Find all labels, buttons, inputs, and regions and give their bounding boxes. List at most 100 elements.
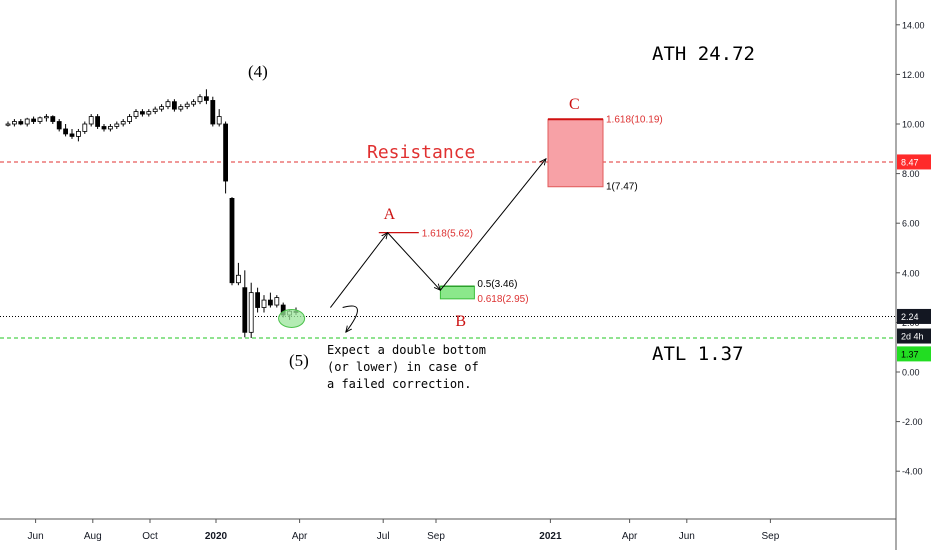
- candle-body: [242, 287, 248, 333]
- candle-body: [133, 111, 139, 117]
- target-c-zone: [547, 118, 604, 188]
- candle-body: [274, 297, 280, 306]
- y-tick-label: 8.00: [902, 169, 920, 179]
- highlight-ellipse: [278, 308, 306, 328]
- candle-body: [210, 100, 216, 125]
- candle-body: [101, 126, 107, 130]
- candle-body: [24, 118, 30, 125]
- note-line-3: a failed correction.: [327, 377, 472, 391]
- candle-body: [229, 197, 235, 284]
- candle-body: [50, 116, 56, 122]
- y-tick-label: 10.00: [902, 120, 925, 130]
- x-axis: Jun Aug Oct 2020 Apr Jul Sep 2021 Apr Jun Sep: [0, 518, 896, 542]
- wave-a-label: A: [384, 206, 396, 223]
- resistance-label: Resistance: [367, 142, 475, 163]
- y-tick-label: 6.00: [902, 219, 920, 229]
- candle-body: [261, 299, 267, 308]
- price-badge: [897, 308, 931, 324]
- note-line-2: (or lower) in case of: [327, 360, 479, 374]
- price-badge: [897, 154, 931, 170]
- fib-b-upper-label: 0.5(3.46): [477, 279, 517, 290]
- candlestick-series: [5, 89, 306, 339]
- price-badge-label: 2d 4h: [901, 332, 924, 342]
- x-tick-label: 2021: [539, 531, 562, 542]
- x-tick-label: Jun: [679, 531, 695, 542]
- candle-body: [191, 101, 197, 105]
- candle-body: [95, 116, 100, 127]
- candle-body: [120, 121, 126, 125]
- target-b-zone: [439, 285, 475, 300]
- note-line-1: Expect a double bottom: [327, 343, 486, 357]
- candle-body: [223, 123, 229, 182]
- candle-body: [139, 111, 145, 115]
- atl-label: ATL 1.37: [652, 343, 744, 365]
- y-tick-label: 14.00: [902, 20, 925, 30]
- x-tick-label: 2020: [205, 531, 228, 542]
- candle-body: [178, 106, 184, 110]
- candle-body: [127, 116, 132, 122]
- x-tick-label: Apr: [622, 531, 638, 542]
- candle-body: [159, 106, 165, 110]
- projection-path: [330, 159, 546, 333]
- candle-body: [255, 292, 261, 308]
- candle-body: [108, 126, 113, 130]
- y-tick-label: 0.00: [902, 368, 920, 378]
- candle-body: [5, 123, 11, 126]
- x-tick-label: Jun: [28, 531, 44, 542]
- candle-body: [44, 116, 49, 119]
- double-bottom-arrow: [342, 305, 358, 332]
- price-badge-label: 1.37: [901, 349, 919, 359]
- price-badge: [897, 328, 931, 344]
- y-tick-label: -4.00: [902, 467, 923, 477]
- candle-body: [37, 117, 43, 122]
- candle-body: [171, 101, 177, 110]
- projection-arrow: [387, 232, 441, 291]
- price-badge-label: 8.47: [901, 157, 919, 167]
- candle-body: [31, 118, 37, 122]
- candle-body: [203, 96, 209, 101]
- candle-body: [63, 128, 68, 135]
- y-axis[interactable]: 14.0012.0010.008.006.004.002.000.00-2.00…: [895, 0, 932, 550]
- wave-5-label: (5): [289, 351, 309, 370]
- candle-body: [11, 121, 17, 125]
- horizontal-levels: [0, 161, 896, 339]
- fib-b-lower-label: 0.618(2.95): [477, 294, 528, 305]
- x-tick-label: Aug: [84, 531, 102, 542]
- candle-body: [146, 111, 152, 115]
- candle-body: [76, 131, 81, 137]
- candle-body: [152, 108, 158, 113]
- ath-label: ATH 24.72: [652, 43, 755, 65]
- candle-body: [248, 292, 254, 333]
- y-axis-background: [896, 0, 932, 550]
- wave-b-label: B: [455, 313, 466, 330]
- price-badge-label: 2.24: [901, 312, 919, 322]
- projection-arrow: [440, 159, 546, 291]
- y-tick-label: 12.00: [902, 70, 925, 80]
- candle-body: [216, 116, 222, 125]
- fib-c-upper-label: 1.618(10.19): [606, 114, 663, 125]
- candle-body: [82, 123, 88, 132]
- fib-c-lower-label: 1(7.47): [606, 182, 638, 193]
- x-tick-label: Jul: [377, 531, 390, 542]
- candle-body: [88, 116, 94, 125]
- x-tick-label: Sep: [427, 531, 445, 542]
- x-tick-label: Sep: [762, 531, 780, 542]
- y-tick-label: -2.00: [902, 417, 923, 427]
- y-tick-label: 4.00: [902, 268, 920, 278]
- candle-body: [114, 123, 120, 127]
- price-badge: [897, 346, 931, 362]
- projection-arrow: [330, 233, 387, 308]
- candle-body: [165, 101, 171, 108]
- candle-body: [184, 103, 190, 108]
- candle-body: [267, 299, 273, 306]
- candle-body: [69, 133, 75, 137]
- wave-4-label: (4): [248, 62, 268, 81]
- candle-body: [197, 96, 203, 103]
- candle-body: [18, 121, 24, 125]
- fib-a-label: 1.618(5.62): [422, 229, 473, 240]
- x-tick-label: Apr: [292, 531, 308, 542]
- wave-c-label: C: [569, 96, 580, 113]
- candle-body: [56, 121, 62, 130]
- candle-body: [235, 274, 241, 284]
